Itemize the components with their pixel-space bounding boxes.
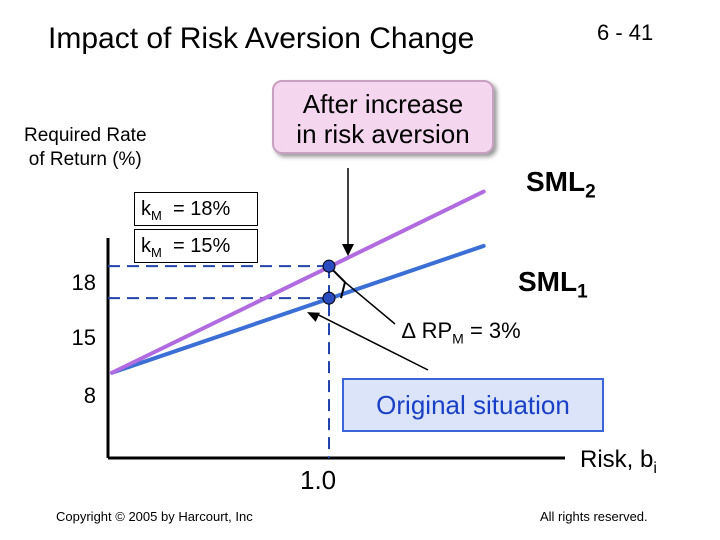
- after-arrowhead: [342, 244, 354, 256]
- x-axis-label-main: Risk, b: [580, 446, 654, 473]
- original-arrowhead: [307, 312, 320, 322]
- x-axis-label-sub: i: [653, 459, 657, 477]
- after-increase-box: After increase in risk aversion: [272, 80, 494, 154]
- risk-premium-label: ∆ RPM = 3%: [402, 318, 521, 346]
- sml1-label-main: SML: [518, 266, 578, 297]
- rpm-value: = 3%: [463, 318, 521, 343]
- sml2-line: [110, 189, 486, 375]
- y-tick-8: 8: [83, 383, 96, 408]
- km-before-sub: M: [151, 245, 162, 260]
- slide-number: 6 - 41: [597, 20, 654, 45]
- risk-premium-leader: [344, 281, 396, 325]
- after-box-line-2: in risk aversion: [296, 119, 470, 149]
- km-after-k: k: [141, 198, 151, 220]
- rights-text: All rights reserved.: [540, 509, 648, 524]
- market-point-original: [322, 291, 336, 305]
- sml2-label-sub: 2: [585, 181, 596, 203]
- after-box-line-1: After increase: [302, 89, 464, 119]
- y-axis-label-line-1: Required Rate: [24, 125, 147, 146]
- delta-symbol: ∆: [402, 318, 416, 343]
- km-after-sub: M: [151, 208, 162, 223]
- sml1-label-sub: 1: [577, 281, 588, 303]
- rpm-sub: M: [452, 330, 464, 347]
- original-arrow: [314, 312, 429, 371]
- km-after-value: = 18%: [161, 198, 231, 220]
- x-tick-1: 1.0: [300, 465, 337, 495]
- sml1-label: SML1: [518, 266, 588, 304]
- market-point-after: [322, 259, 336, 273]
- original-situation-box: Original situation: [342, 378, 604, 432]
- y-axis-label: Required Rate of Return (%): [24, 124, 147, 172]
- sml2-label-main: SML: [526, 166, 586, 197]
- km-before-value: = 15%: [161, 235, 231, 257]
- km-before-k: k: [141, 235, 151, 257]
- km-before-box: kM = 15%: [134, 229, 258, 263]
- copyright-text: Copyright © 2005 by Harcourt, Inc: [56, 509, 253, 524]
- rpm-main: RP: [415, 318, 453, 343]
- slide-title: Impact of Risk Aversion Change: [48, 22, 475, 55]
- sml1-line: [110, 243, 486, 375]
- km-after-box: kM = 18%: [134, 192, 258, 226]
- y-tick-18: 18: [71, 270, 96, 295]
- y-tick-15: 15: [71, 325, 96, 350]
- y-axis-label-line-2: of Return (%): [28, 149, 142, 170]
- x-axis-label: Risk, bi: [580, 446, 657, 478]
- sml2-label: SML2: [526, 166, 596, 204]
